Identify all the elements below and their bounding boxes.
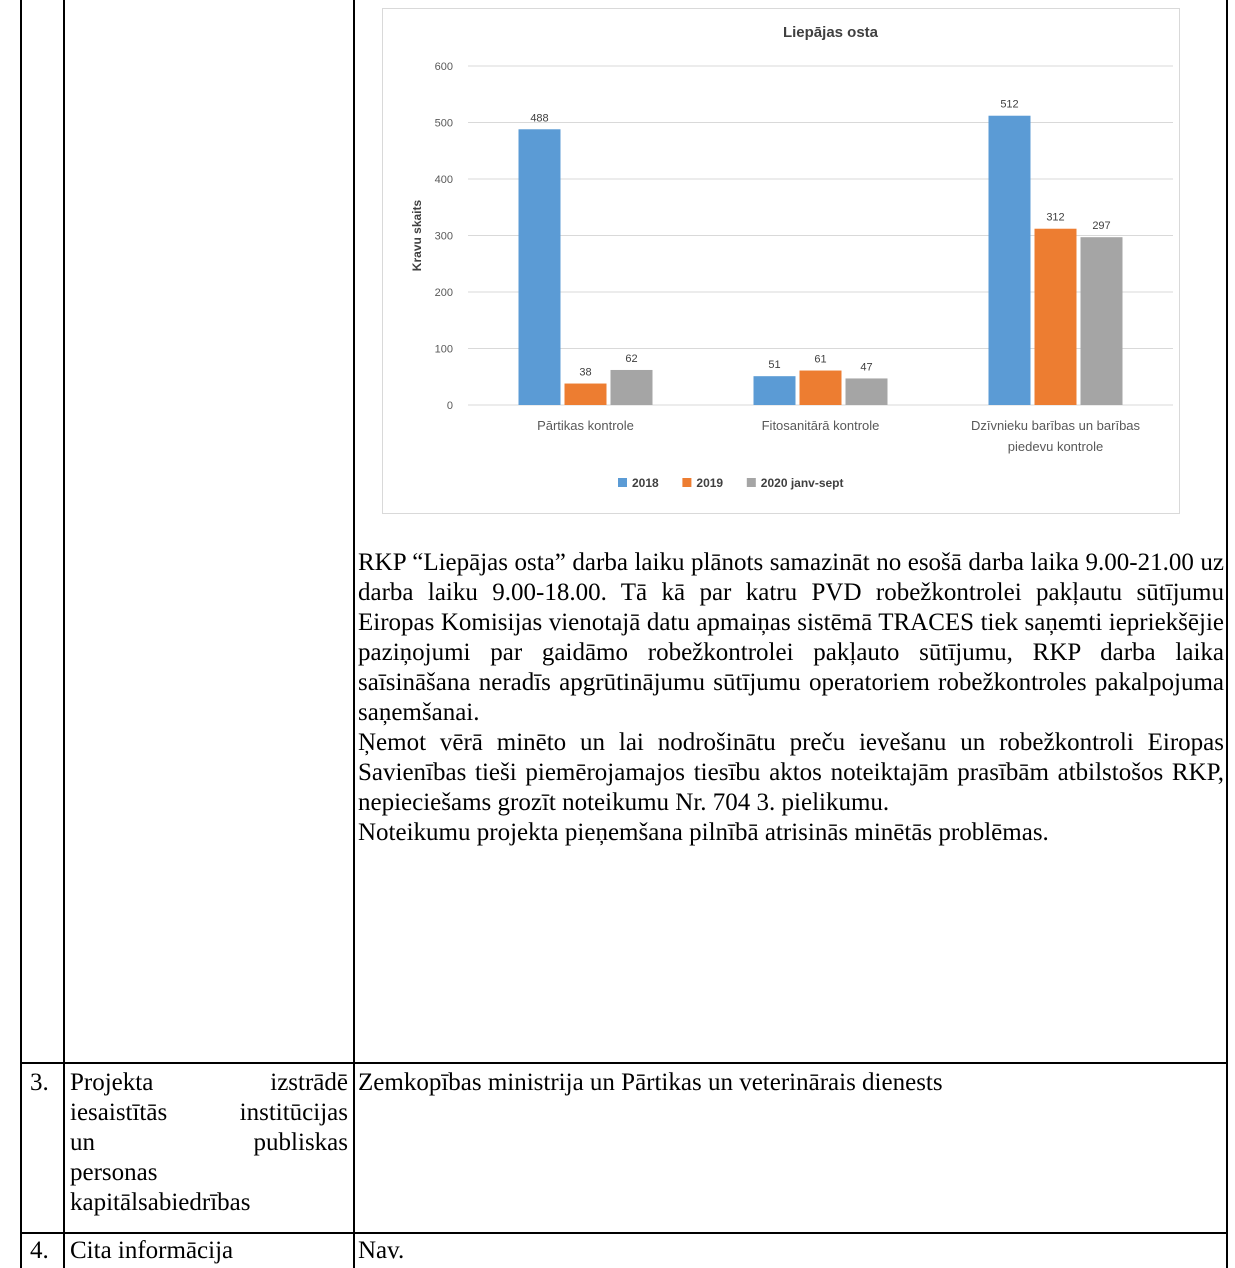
paragraph-1: RKP “Liepājas osta” darba laiku plānots … [358, 549, 1224, 726]
data-label: 51 [768, 359, 780, 371]
y-tick-label: 300 [435, 231, 453, 243]
x-tick-label: piedevu kontrole [1008, 439, 1103, 454]
bar [1080, 237, 1123, 405]
data-label: 38 [579, 367, 591, 379]
x-tick-label: Pārtikas kontrole [537, 418, 634, 433]
data-label: 488 [530, 112, 548, 124]
row3-label-line: kapitālsabiedrības [70, 1189, 251, 1216]
data-label: 312 [1046, 212, 1064, 224]
row3-label-line: un publiskas [70, 1128, 348, 1158]
row4-content: Nav. [358, 1237, 405, 1264]
bar [1034, 228, 1077, 405]
bar [988, 115, 1031, 405]
bar-chart: Liepājas osta 0 100 200 300 400 500 600 Kravu sk… [410, 24, 1173, 490]
chart-title: Liepājas osta [783, 24, 879, 41]
table-border-left [20, 0, 22, 1268]
table-border-row3-bottom [20, 1232, 1228, 1234]
paragraph-2: Ņemot vērā minēto un lai nodrošinātu pre… [358, 729, 1224, 816]
bar [564, 383, 607, 405]
data-label: 62 [625, 353, 637, 365]
x-tick-label: Dzīvnieku barības un barības [971, 418, 1141, 433]
legend-label: 2019 [696, 476, 723, 490]
y-tick-label: 100 [435, 344, 453, 356]
bar [610, 369, 653, 405]
data-label: 297 [1092, 220, 1110, 232]
bar [845, 378, 888, 405]
row4-number: 4. [30, 1237, 49, 1264]
row3-label-word: un [70, 1129, 95, 1156]
row3-label-word: izstrādē [270, 1069, 348, 1096]
row3-label: Projekta izstrādē iesaistītās institūcijas u… [70, 1068, 348, 1218]
data-label: 47 [860, 361, 872, 373]
table-border-col2 [353, 0, 355, 1268]
paragraph-3: Noteikumu projekta pieņemšana pilnībā at… [358, 819, 1049, 846]
y-tick-label: 500 [435, 118, 453, 130]
y-tick-label: 400 [435, 174, 453, 186]
x-tick-label: Fitosanitārā kontrole [762, 418, 880, 433]
legend-label: 2018 [632, 476, 659, 490]
legend-swatch [682, 478, 692, 487]
legend-label: 2020 janv-sept [761, 476, 844, 490]
y-tick-label: 0 [447, 400, 453, 412]
row3-label-line: Projekta izstrādē [70, 1068, 348, 1098]
row3-number: 3. [30, 1069, 49, 1096]
bar [799, 370, 842, 405]
bar [518, 129, 561, 405]
data-label: 61 [814, 354, 826, 366]
legend-swatch [746, 478, 756, 487]
row3-label-line: personas [70, 1159, 158, 1186]
legend-swatch [618, 478, 627, 487]
y-tick-label: 200 [435, 287, 453, 299]
row3-content: Zemkopības ministrija un Pārtikas un vet… [358, 1069, 943, 1096]
table-border-right [1226, 0, 1228, 1268]
row3-label-word: institūcijas [239, 1099, 348, 1126]
row3-label-word: iesaistītās [70, 1099, 168, 1126]
row3-label-word: publiskas [253, 1129, 348, 1156]
row2-content: RKP “Liepājas osta” darba laiku plānots … [358, 548, 1224, 848]
table-border-row2-bottom [20, 1062, 1228, 1064]
table-border-col1 [63, 0, 65, 1268]
row3-label-line: iesaistītās institūcijas [70, 1098, 348, 1128]
bar [753, 376, 796, 405]
y-tick-label: 600 [435, 61, 453, 73]
row4-label: Cita informācija [70, 1237, 234, 1264]
y-axis-label: Kravu skaits [410, 199, 424, 271]
data-label: 512 [1000, 99, 1018, 111]
bar-chart-container: Liepājas osta 0 100 200 300 400 500 600 Kravu sk… [382, 8, 1180, 514]
row3-label-word: Projekta [70, 1069, 154, 1096]
